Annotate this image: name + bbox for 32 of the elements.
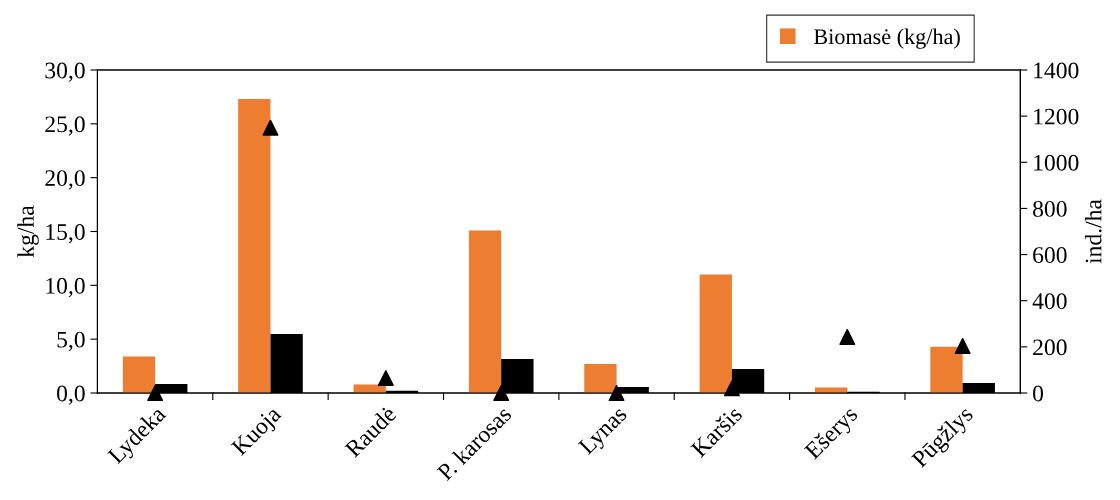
y2-tick-label: 400 — [1032, 293, 1067, 310]
point — [262, 119, 279, 136]
point — [954, 337, 971, 354]
point — [608, 385, 625, 401]
y2-tick-label: 1400 — [1034, 62, 1079, 79]
y-tick-label: 25,0 — [45, 116, 85, 136]
y2-tick-label: 200 — [1033, 339, 1067, 356]
bar — [584, 363, 617, 393]
bar — [238, 99, 271, 393]
y2-tick-label: 600 — [1033, 247, 1067, 263]
point — [723, 380, 740, 397]
y-tick-label: 15,0 — [46, 223, 85, 244]
point — [839, 328, 856, 345]
legend-label: Biomasė (kg/ha) — [813, 28, 960, 49]
bar — [468, 230, 502, 393]
y2-tick-label: 800 — [1033, 200, 1067, 217]
point — [493, 385, 510, 401]
y2-tick-label: 1200 — [1034, 108, 1079, 125]
bar — [122, 356, 156, 393]
y-tick-label: 20,0 — [45, 170, 85, 190]
point — [147, 385, 164, 401]
y2-tick-label: 1000 — [1034, 154, 1079, 171]
bar — [930, 346, 963, 393]
y2-axis-title: ind./ha — [1084, 199, 1102, 264]
y-tick-label: 30,0 — [45, 62, 85, 82]
bar — [699, 274, 732, 393]
y-axis-title: kg/ha — [17, 205, 39, 258]
y-tick-label: 5,0 — [57, 331, 85, 351]
point — [377, 370, 394, 386]
y-tick-label: 0,0 — [57, 385, 85, 405]
y-tick-label: 10,0 — [46, 277, 85, 298]
y2-tick-label: 0 — [1033, 385, 1044, 402]
